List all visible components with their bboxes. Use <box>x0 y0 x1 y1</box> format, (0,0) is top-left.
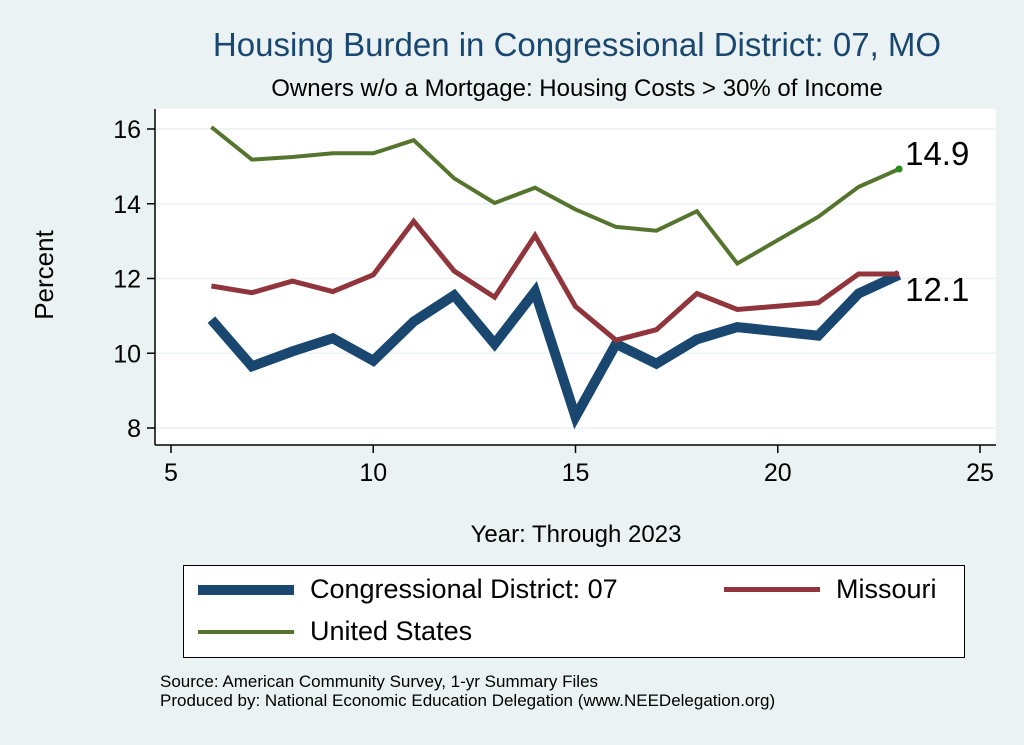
series-line-1 <box>210 217 900 343</box>
value-annotation: 12.1 <box>905 271 969 308</box>
series-line-2 <box>210 125 900 267</box>
x-axis-label: Year: Through 2023 <box>471 521 682 548</box>
y-tick-label: 8 <box>127 415 141 443</box>
x-tick-label: 10 <box>359 459 387 487</box>
chart-title: Housing Burden in Congressional District… <box>212 26 942 63</box>
y-tick-label: 16 <box>113 116 141 144</box>
annotations: 14.9 12.1 <box>905 135 969 308</box>
x-tick-label: 25 <box>966 459 994 487</box>
y-axis-label: Percent <box>29 229 59 319</box>
legend-item-missouri: Missouri <box>724 574 937 605</box>
y-tick-label: 12 <box>113 266 141 294</box>
producer-line: Produced by: National Economic Education… <box>160 691 776 710</box>
legend-label-missouri: Missouri <box>836 574 937 604</box>
x-tick-label: 20 <box>764 459 792 487</box>
legend-label-us: United States <box>310 616 473 646</box>
legend-item-us: United States <box>198 616 472 647</box>
source-note: Source: American Community Survey, 1-yr … <box>160 672 775 710</box>
legend-swatch-district <box>198 584 294 595</box>
chart-subtitle: Owners w/o a Mortgage: Housing Costs > 3… <box>271 75 883 102</box>
legend: Congressional District: 07 Missouri Unit… <box>183 565 965 658</box>
series-lines <box>207 125 903 430</box>
legend-swatch-missouri <box>724 587 820 592</box>
series-line-0 <box>207 270 902 430</box>
legend-label-district: Congressional District: 07 <box>310 574 618 604</box>
legend-swatch-us <box>198 629 294 634</box>
y-tick-label: 14 <box>113 191 141 219</box>
x-tick-label: 15 <box>562 459 590 487</box>
x-tick-label: 5 <box>164 459 178 487</box>
y-tick-label: 10 <box>113 340 141 368</box>
legend-item-district: Congressional District: 07 <box>198 574 618 605</box>
axes: 8 10 12 14 16 5 10 15 20 25 <box>113 109 996 487</box>
source-line: Source: American Community Survey, 1-yr … <box>160 672 599 691</box>
series-endpoint-marker <box>895 165 903 173</box>
value-annotation: 14.9 <box>905 135 969 172</box>
